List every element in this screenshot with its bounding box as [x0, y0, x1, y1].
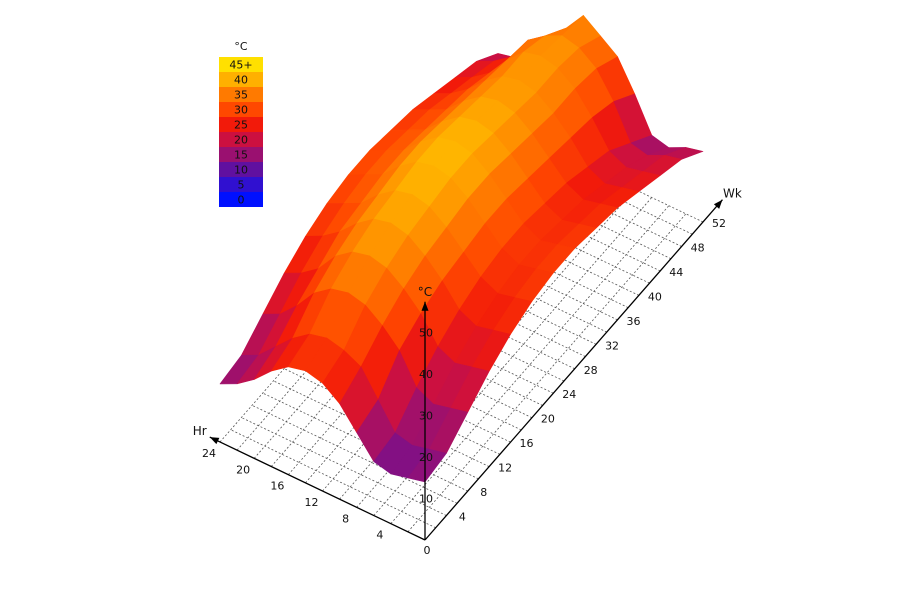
- legend-swatch: [219, 57, 263, 72]
- wk-axis-line: [424, 199, 723, 541]
- hr-tick-label: 20: [236, 463, 250, 476]
- legend-label: 20: [234, 134, 248, 147]
- temp-axis-arrow: [421, 301, 429, 311]
- wk-tick-label: 12: [498, 462, 512, 475]
- legend-label: 35: [234, 89, 248, 102]
- wk-tick-label: 52: [712, 217, 726, 230]
- wk-tick-label: 4: [459, 511, 466, 524]
- legend-label: 30: [234, 104, 248, 117]
- wk-tick-label: 20: [541, 413, 555, 426]
- wk-tick-label: 28: [584, 364, 598, 377]
- hr-tick-label: 4: [376, 529, 383, 542]
- legend-label: 10: [234, 164, 248, 177]
- legend-swatch: [219, 102, 263, 117]
- hr-tick-label: 12: [305, 496, 319, 509]
- legend-swatch: [219, 177, 263, 192]
- axes: Hr4812162024Wk481216202428323640444852°C…: [193, 187, 742, 557]
- legend-label: 25: [234, 119, 248, 132]
- legend-swatch: [219, 87, 263, 102]
- temperature-surface: [219, 15, 704, 483]
- legend-swatch: [219, 147, 263, 162]
- temp-tick-label: 50: [419, 327, 433, 340]
- hr-tick-label: 24: [202, 447, 216, 460]
- wk-tick-label: 8: [480, 486, 487, 499]
- legend-swatch: [219, 192, 263, 207]
- hr-tick-label: 16: [270, 480, 284, 493]
- legend-title: °C: [234, 40, 248, 53]
- legend-swatch: [219, 72, 263, 87]
- color-legend: °C 45+ 40 35 30 25 20 15 10 5 0: [219, 40, 263, 207]
- temp-tick-label: 30: [419, 410, 433, 423]
- wk-tick-label: 40: [648, 290, 662, 303]
- origin-label: 0: [424, 544, 431, 557]
- hr-axis-line: [209, 436, 426, 541]
- hr-axis-title: Hr: [193, 424, 207, 438]
- wk-tick-label: 32: [605, 339, 619, 352]
- grid-line: [241, 417, 447, 516]
- legend-label: 5: [238, 179, 245, 192]
- hr-axis-arrow: [209, 437, 220, 445]
- surface-patch: [407, 448, 447, 483]
- wk-axis-title: Wk: [723, 187, 742, 201]
- legend-label: 15: [234, 149, 248, 162]
- wk-axis-arrow: [713, 199, 723, 209]
- wk-tick-label: 44: [669, 266, 683, 279]
- temp-axis-title: °C: [418, 285, 432, 299]
- legend-swatch: [219, 117, 263, 132]
- hr-tick-label: 8: [342, 512, 349, 525]
- wk-tick-label: 16: [520, 437, 534, 450]
- wk-tick-label: 24: [562, 388, 576, 401]
- wk-tick-label: 48: [691, 241, 705, 254]
- temp-tick-label: 10: [419, 493, 433, 506]
- temp-tick-label: 40: [419, 368, 433, 381]
- wk-tick-label: 36: [626, 315, 640, 328]
- legend-label: 0: [238, 194, 245, 207]
- legend-label: 45+: [229, 59, 252, 72]
- temp-tick-label: 20: [419, 451, 433, 464]
- legend-swatch: [219, 132, 263, 147]
- grid-line: [230, 429, 436, 529]
- legend-label: 40: [234, 74, 248, 87]
- grid-line: [251, 404, 458, 504]
- legend-swatch: [219, 162, 263, 177]
